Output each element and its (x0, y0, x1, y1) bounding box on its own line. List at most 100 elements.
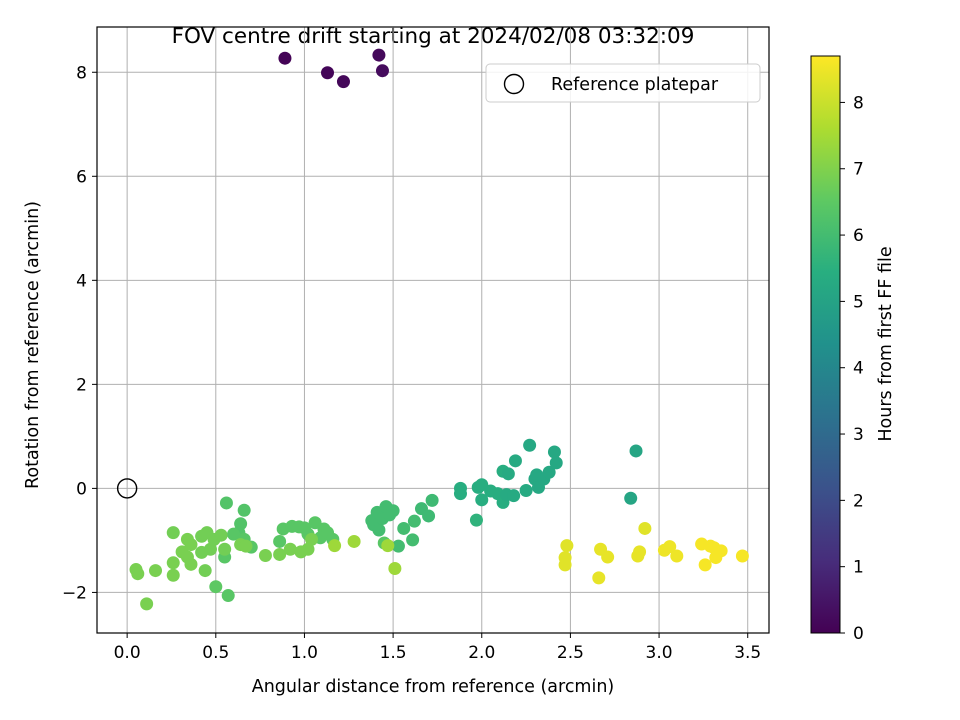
colorbar-tick-label: 7 (853, 160, 864, 180)
y-axis-ticks: −2 0 2 4 6 8 (62, 63, 97, 603)
data-point (519, 483, 533, 497)
data-point (258, 548, 272, 562)
data-point (386, 504, 400, 518)
data-point (273, 547, 287, 561)
reference-layer (116, 478, 138, 499)
data-point (629, 444, 643, 458)
data-point (388, 561, 402, 575)
data-point (558, 558, 572, 572)
x-tick-label: 3.0 (646, 643, 673, 663)
data-point (601, 550, 615, 564)
colorbar-label: Hours from first FF file (876, 246, 896, 441)
data-point (549, 456, 563, 470)
data-point (221, 589, 235, 603)
data-point (422, 509, 436, 523)
colorbar: 0 1 2 3 4 5 6 7 8 Hours from first FF file (810, 55, 896, 644)
data-point (633, 545, 647, 559)
x-axis-ticks: 0.0 0.5 1.0 1.5 2.0 2.5 3.0 3.5 (114, 633, 761, 663)
data-point (166, 568, 180, 582)
data-point (670, 549, 684, 563)
data-point (624, 491, 638, 505)
data-point (698, 558, 712, 572)
data-point (407, 514, 421, 528)
data-point (397, 521, 411, 535)
data-point (149, 564, 163, 578)
legend-marker-reference (503, 73, 525, 95)
data-point (140, 597, 154, 611)
data-point (508, 454, 522, 468)
colorbar-tick-label: 5 (853, 292, 864, 312)
data-point (184, 557, 198, 571)
data-point (198, 564, 212, 578)
data-point (227, 527, 241, 541)
data-point (166, 556, 180, 570)
y-tick-label: 8 (76, 63, 87, 83)
data-point (375, 64, 389, 78)
data-point (214, 528, 228, 542)
chart-title: FOV centre drift starting at 2024/02/08 … (172, 24, 695, 49)
data-point (209, 580, 223, 594)
colorbar-tick-label: 6 (853, 226, 864, 246)
data-point (131, 567, 145, 581)
x-tick-label: 2.0 (468, 643, 495, 663)
data-points (129, 48, 749, 611)
data-point (347, 534, 361, 548)
x-axis-label: Angular distance from reference (arcmin) (252, 677, 615, 697)
data-point (336, 75, 350, 89)
data-point (372, 48, 386, 62)
data-point (301, 542, 315, 556)
x-tick-label: 3.5 (734, 643, 761, 663)
x-tick-label: 1.0 (291, 643, 318, 663)
data-point (714, 544, 728, 558)
data-point (469, 513, 483, 527)
colorbar-tick-label: 1 (853, 558, 864, 578)
colorbar-gradient (810, 55, 841, 634)
y-tick-label: 0 (76, 479, 87, 499)
colorbar-tick-label: 2 (853, 491, 864, 511)
colorbar-tick-label: 3 (853, 425, 864, 445)
y-tick-label: 2 (76, 375, 87, 395)
data-point (501, 467, 515, 481)
data-point (166, 526, 180, 540)
x-tick-label: 0.0 (114, 643, 141, 663)
data-point (542, 465, 556, 479)
legend-label-reference: Reference platepar (551, 75, 719, 95)
data-point (638, 521, 652, 535)
colorbar-tick-label: 8 (853, 93, 864, 113)
legend: Reference platepar (485, 63, 761, 103)
colorbar-tick-label: 0 (853, 624, 864, 644)
data-point (406, 533, 420, 547)
x-tick-label: 2.5 (557, 643, 584, 663)
data-point (663, 540, 677, 554)
data-point (203, 542, 217, 556)
colorbar-ticks: 0 1 2 3 4 5 6 7 8 (840, 93, 864, 644)
data-point (234, 517, 248, 531)
reference-point-marker (116, 478, 138, 499)
x-tick-label: 1.5 (380, 643, 407, 663)
data-point (237, 503, 251, 517)
data-point (425, 493, 439, 507)
data-point (391, 539, 405, 553)
x-tick-label: 0.5 (202, 643, 229, 663)
grid-lines (97, 27, 769, 633)
data-point (592, 571, 606, 585)
data-point (184, 538, 198, 552)
plot-frame (96, 26, 770, 634)
data-point (273, 534, 287, 548)
data-point (321, 66, 335, 80)
data-point (218, 542, 232, 556)
data-point (278, 51, 292, 65)
colorbar-tick-label: 4 (853, 359, 864, 379)
data-point (372, 523, 386, 537)
legend-box (485, 63, 761, 103)
data-point (381, 539, 395, 553)
data-point (328, 539, 342, 553)
y-tick-label: 6 (76, 167, 87, 187)
data-point (523, 438, 537, 452)
y-tick-label: −2 (62, 583, 87, 603)
data-point (475, 493, 489, 507)
data-point (239, 539, 253, 553)
data-point (560, 539, 574, 553)
y-axis-label: Rotation from reference (arcmin) (23, 201, 43, 489)
